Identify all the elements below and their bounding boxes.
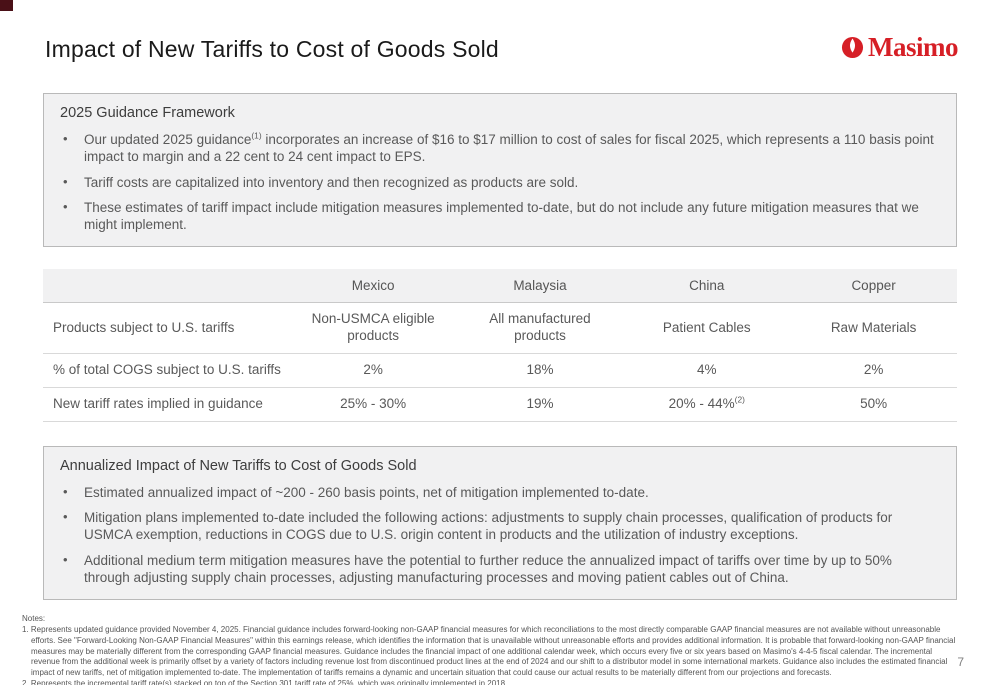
bullet-item: • Our updated 2025 guidance(1) incorpora… xyxy=(60,131,940,166)
column-header-china: China xyxy=(623,269,791,304)
corner-accent xyxy=(0,0,13,11)
bullet-item: • Mitigation plans implemented to-date i… xyxy=(60,509,940,544)
row-label: New tariff rates implied in guidance xyxy=(43,387,290,422)
note-item-1: 1. Represents updated guidance provided … xyxy=(22,624,956,678)
bullet-marker: • xyxy=(63,509,68,525)
table-cell: 20% - 44%(2) xyxy=(623,387,791,422)
bullet-text: Our updated 2025 guidance(1) incorporate… xyxy=(84,131,940,166)
annualized-impact-panel: Annualized Impact of New Tariffs to Cost… xyxy=(43,445,957,601)
masimo-logo-icon xyxy=(840,35,865,60)
page-title: Impact of New Tariffs to Cost of Goods S… xyxy=(45,36,499,62)
bullet-marker: • xyxy=(63,173,68,189)
bullet-marker: • xyxy=(63,198,68,214)
notes-label: Notes: xyxy=(22,614,46,624)
table-cell: 25% - 30% xyxy=(289,387,457,422)
bullet-text: These estimates of tariff impact include… xyxy=(84,199,919,233)
notes-section: Notes: 1. Represents updated guidance pr… xyxy=(22,614,960,685)
bullet-marker: • xyxy=(63,551,68,567)
footnote-ref-1: (1) xyxy=(251,130,262,141)
tariff-table: Mexico Malaysia China Copper Products su… xyxy=(43,269,957,422)
table-row-tariff-rates: New tariff rates implied in guidance 25%… xyxy=(43,387,957,422)
bullet-item: • These estimates of tariff impact inclu… xyxy=(60,199,940,234)
bullet-item: • Estimated annualized impact of ~200 - … xyxy=(60,484,940,501)
page-number: 7 xyxy=(957,655,964,669)
table-cell: 2% xyxy=(289,353,457,388)
row-label: Products subject to U.S. tariffs xyxy=(43,302,290,355)
bullet-text: Additional medium term mitigation measur… xyxy=(84,552,892,585)
masimo-logo: Masimo xyxy=(840,32,958,63)
bullet-marker: • xyxy=(63,131,68,146)
table-cell: 18% xyxy=(456,353,624,388)
bullet-text: Tariff costs are capitalized into invent… xyxy=(84,174,579,190)
guidance-framework-panel: 2025 Guidance Framework • Our updated 20… xyxy=(43,93,957,248)
bullet-text: Estimated annualized impact of ~200 - 26… xyxy=(84,484,649,500)
table-cell: 4% xyxy=(623,353,791,388)
bullet-text-segment: incorporates an increase of $16 to $17 m… xyxy=(84,132,934,165)
bullet-item: • Tariff costs are capitalized into inve… xyxy=(60,174,940,191)
table-cell: 50% xyxy=(790,387,957,422)
column-header-malaysia: Malaysia xyxy=(456,269,624,304)
bullet-text-segment: Our updated 2025 guidance xyxy=(84,132,252,147)
bullet-list: • Our updated 2025 guidance(1) incorpora… xyxy=(60,131,940,233)
table-cell: 19% xyxy=(456,387,624,422)
cell-text: 20% - 44% xyxy=(668,395,735,411)
row-label: % of total COGS subject to U.S. tariffs xyxy=(43,353,290,388)
table-cell: Non-USMCA eligible products xyxy=(289,302,457,355)
table-row-cogs-percent: % of total COGS subject to U.S. tariffs … xyxy=(43,353,957,388)
masimo-logo-text: Masimo xyxy=(868,32,958,62)
column-header-blank xyxy=(43,269,290,304)
slide-header: Impact of New Tariffs to Cost of Goods S… xyxy=(0,0,1000,63)
table-cell: Patient Cables xyxy=(623,302,791,355)
footnote-ref-2: (2) xyxy=(734,394,745,405)
panel-heading: Annualized Impact of New Tariffs to Cost… xyxy=(60,457,417,474)
table-header-row: Mexico Malaysia China Copper xyxy=(43,269,957,304)
table-cell: Raw Materials xyxy=(790,302,957,355)
bullet-marker: • xyxy=(63,483,68,499)
bullet-text: Mitigation plans implemented to-date inc… xyxy=(84,510,893,543)
table-row-products: Products subject to U.S. tariffs Non-USM… xyxy=(43,302,957,355)
note-item-2: 2. Represents the incremental tariff rat… xyxy=(22,678,508,685)
column-header-copper: Copper xyxy=(790,269,957,304)
table-cell: 2% xyxy=(790,353,957,388)
bullet-item: • Additional medium term mitigation meas… xyxy=(60,552,940,587)
panel-heading: 2025 Guidance Framework xyxy=(60,105,235,121)
table-cell: All manufactured products xyxy=(456,302,624,355)
bullet-list: • Estimated annualized impact of ~200 - … xyxy=(60,484,940,586)
column-header-mexico: Mexico xyxy=(289,269,457,304)
